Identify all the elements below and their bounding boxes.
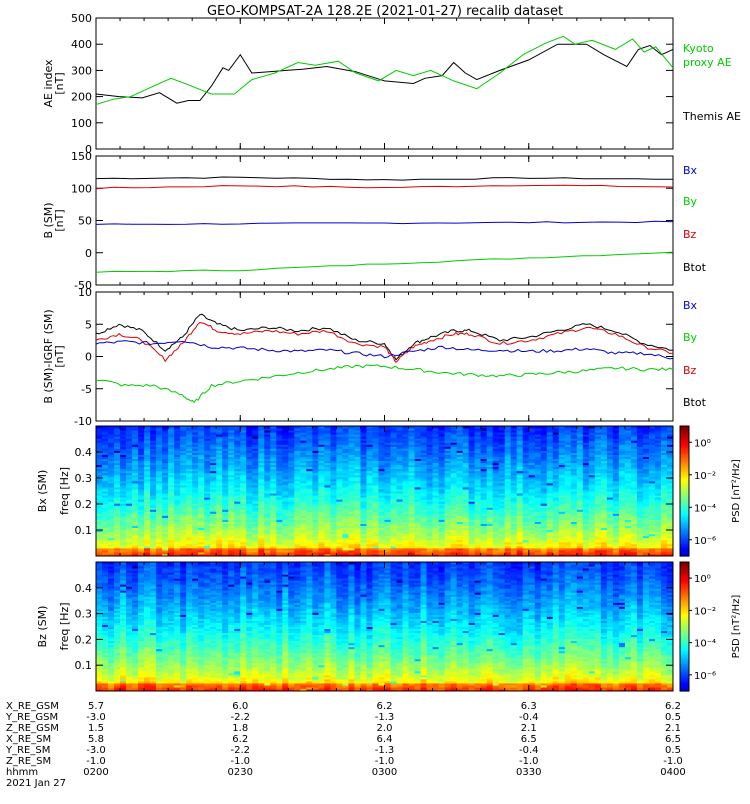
legend-entry: proxy AE (683, 56, 732, 69)
y-tick-label: 10 (78, 286, 92, 299)
y-tick-label: 300 (71, 64, 92, 77)
legend-entry: Bx (683, 299, 698, 312)
legend-entry: Themis AE (682, 110, 741, 123)
y-axis-unit: [nT] (53, 345, 66, 367)
legend-entry: Bz (683, 228, 697, 241)
y-axis-unit: [nT] (53, 209, 66, 231)
y-tick-label: -10 (74, 415, 92, 428)
y-tick-label: -5 (81, 383, 92, 396)
legend-entry: Bz (683, 364, 697, 377)
y-tick-label: 50 (78, 215, 92, 228)
y-tick-label: 100 (71, 182, 92, 195)
y-tick-label: 100 (71, 117, 92, 130)
y-tick-label: 150 (71, 150, 92, 163)
legend-entry: Bx (683, 164, 698, 177)
figure-title: GEO-KOMPSAT-2A 128.2E (2021-01-27) recal… (207, 4, 563, 19)
y-tick-label: 500 (71, 12, 92, 25)
panel-frame (96, 18, 673, 149)
legend-entry: By (683, 195, 698, 208)
y-axis-unit: [nT] (53, 72, 66, 94)
y-tick-label: 0 (85, 351, 92, 364)
y-tick-label: 400 (71, 38, 92, 51)
panel-frame (96, 292, 673, 421)
panel-frame (96, 156, 673, 285)
y-tick-label: 200 (71, 91, 92, 104)
legend-entry: Btot (683, 396, 707, 409)
legend-entry: By (683, 331, 698, 344)
y-tick-label: 5 (85, 318, 92, 331)
legend-entry: Btot (683, 261, 707, 274)
y-tick-label: 0 (85, 247, 92, 260)
legend-entry: Kyoto (683, 42, 714, 55)
